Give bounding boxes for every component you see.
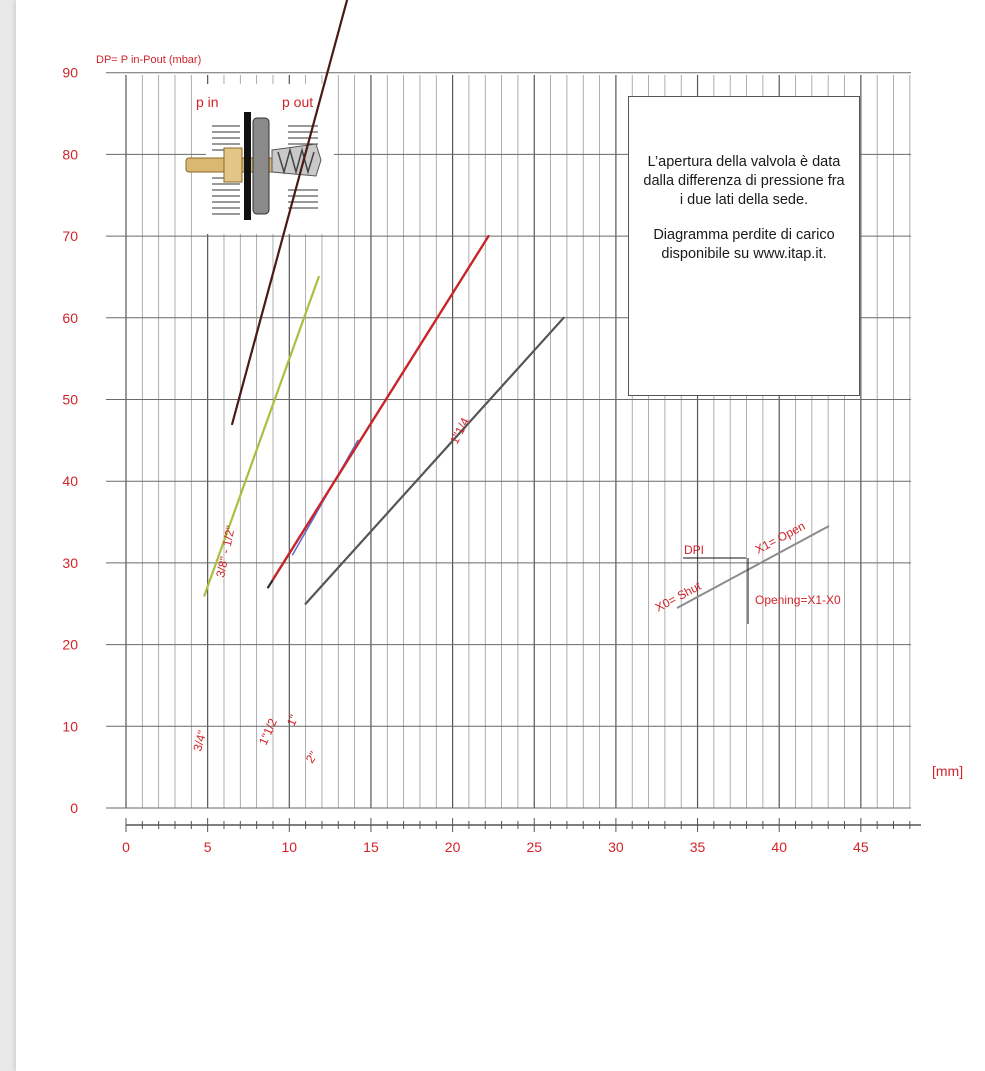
x-tick-label: 35: [690, 839, 706, 855]
x-tick-label: 45: [853, 839, 869, 855]
x-tick-label: 25: [526, 839, 542, 855]
y-tick-label: 10: [62, 718, 78, 734]
x-tick-label: 10: [282, 839, 298, 855]
inset-dpi-label: DPI: [684, 543, 704, 557]
x-tick-label: 5: [204, 839, 212, 855]
note-box: L’apertura della valvola è data dalla di…: [628, 96, 860, 396]
x-tick-label: 40: [771, 839, 787, 855]
series-line-4: [271, 235, 490, 581]
series-line-1: [203, 275, 320, 597]
p-out-label: p out: [282, 94, 313, 110]
y-tick-label: 80: [62, 146, 78, 162]
series-label-3-4: 3/4": [190, 729, 209, 753]
x-axis-label: [mm]: [932, 763, 963, 779]
y-tick-label: 30: [62, 555, 78, 571]
page: 0510152025303540450102030405060708090100…: [16, 0, 985, 1071]
y-tick-label: 70: [62, 228, 78, 244]
x-tick-label: 30: [608, 839, 624, 855]
x-tick-label: 20: [445, 839, 461, 855]
y-tick-label: 90: [62, 65, 78, 81]
inset-opening-label: Opening=X1-X0: [755, 593, 841, 607]
x-tick-label: 15: [363, 839, 379, 855]
y-tick-label: 20: [62, 637, 78, 653]
note-text-2: Diagramma perdite di carico disponibile …: [653, 227, 835, 262]
y-tick-label: 40: [62, 473, 78, 489]
p-in-label: p in: [196, 94, 219, 110]
note-text-1: L’apertura della valvola è data dalla di…: [643, 154, 845, 208]
pressure-opening-chart: 0510152025303540450102030405060708090100…: [62, 0, 963, 855]
opening-inset: [676, 525, 830, 624]
inset-x1-label: X1= Open: [753, 519, 808, 557]
series-label-1-1-2: 1"1/2: [256, 716, 280, 747]
series-line-0: [231, 0, 349, 426]
y-axis-label: DP= P in-Pout (mbar): [96, 54, 201, 66]
series-label-3-8-1-2: 3/8" - 1/2": [213, 524, 238, 578]
y-tick-label: 60: [62, 310, 78, 326]
x-tick-label: 0: [122, 839, 130, 855]
series-label-1: 1": [284, 713, 301, 729]
series-line-5: [304, 316, 565, 605]
valve-diagram: [185, 84, 334, 234]
y-tick-label: 50: [62, 392, 78, 408]
y-tick-label: 0: [70, 800, 78, 816]
